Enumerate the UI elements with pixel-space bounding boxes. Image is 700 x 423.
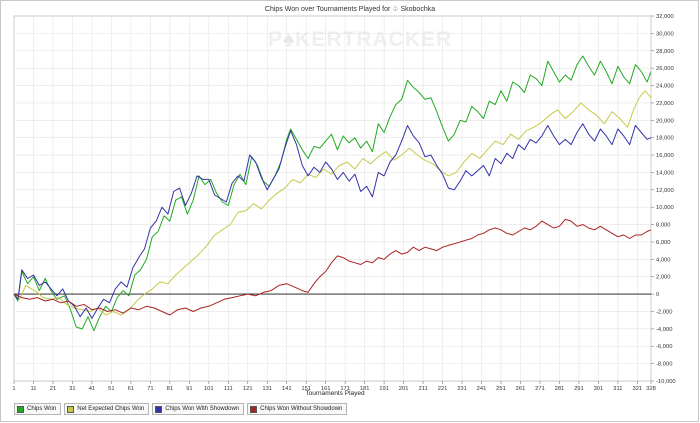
x-tick-label: 11: [30, 386, 36, 392]
x-tick-label: 241: [477, 386, 487, 392]
y-tick-label: 28,000: [656, 49, 674, 55]
x-axis-title: Tournaments Played: [305, 390, 365, 397]
legend-item: Chips Won: [14, 403, 62, 415]
grid-layer: [13, 15, 652, 382]
x-tick-label: 321: [633, 386, 643, 392]
x-tick-label: 91: [186, 386, 192, 392]
x-tick-label: 121: [243, 386, 253, 392]
y-tick-label: 22,000: [656, 101, 674, 107]
legend-label: Chips Won With Showdown: [165, 406, 240, 412]
y-tick-label: -4,000: [656, 327, 672, 333]
x-tick-label: 251: [496, 386, 506, 392]
legend-item: Chips Won With Showdown: [152, 403, 245, 415]
y-tick-label: 32,000: [656, 14, 674, 20]
series-line-net-expected-chips-won: [13, 90, 652, 316]
series-line-chips-won-without-showdown: [13, 218, 652, 316]
legend-label: Chips Won: [27, 406, 57, 412]
x-tick-label: 181: [360, 386, 370, 392]
x-tick-label: 71: [147, 386, 153, 392]
y-tick-label: 14,000: [656, 170, 674, 176]
y-tick-label: 20,000: [656, 118, 674, 124]
chart-title: Chips Won over Tournaments Played for ♤ …: [264, 6, 436, 13]
y-tick-label: 12,000: [656, 188, 674, 194]
plot-area: [13, 15, 652, 382]
y-tick-label: 24,000: [656, 84, 674, 90]
x-tick-label: 271: [535, 386, 545, 392]
x-tick-label: 111: [224, 386, 233, 392]
legend-swatch: [250, 405, 258, 413]
x-tick-label: 151: [301, 386, 311, 392]
x-tick-label: 51: [108, 386, 114, 392]
y-tick-label: -6,000: [656, 344, 672, 350]
y-tick-label: 30,000: [656, 31, 674, 37]
y-tick-label: 8,000: [656, 223, 671, 229]
series-line-chips-won: [13, 55, 652, 332]
x-tick-label: 101: [204, 386, 214, 392]
x-tick-label: 221: [438, 386, 448, 392]
x-tick-label: 281: [555, 386, 565, 392]
x-tick-label: 1: [12, 386, 15, 392]
legend-swatch: [67, 405, 75, 413]
x-tick-label: 21: [50, 386, 56, 392]
legend-label: Chips Won Without Showdown: [260, 406, 343, 412]
x-tick-label: 171: [340, 386, 350, 392]
y-tick-label: 16,000: [656, 153, 674, 159]
x-tick-label: 141: [282, 386, 292, 392]
legend-label: Net Expected Chips Won: [77, 406, 145, 412]
x-tick-label: 201: [399, 386, 409, 392]
series-line-chips-won-with-showdown: [13, 123, 652, 319]
axis-layer: -10,000 -8,000 -6,000 -4,000 -2,000 0 2,000 4,0…: [12, 14, 675, 392]
y-tick-label: 0: [656, 292, 659, 298]
x-tick-label: 291: [574, 386, 584, 392]
x-tick-label: 261: [516, 386, 526, 392]
x-tick-label: 81: [167, 386, 173, 392]
x-tick-label: 328: [646, 386, 656, 392]
y-tick-label: 26,000: [656, 66, 674, 72]
x-tick-label: 311: [613, 386, 622, 392]
legend-swatch: [155, 405, 163, 413]
x-tick-label: 191: [379, 386, 389, 392]
y-tick-label: -8,000: [656, 362, 672, 368]
y-tick-label: 4,000: [656, 257, 671, 263]
pokertracker-watermark: P♠KERTRACKER: [268, 28, 453, 51]
series-layer: [13, 55, 652, 332]
x-tick-label: 61: [128, 386, 134, 392]
legend-item: Chips Won Without Showdown: [247, 403, 348, 415]
x-tick-label: 231: [457, 386, 467, 392]
x-tick-label: 211: [418, 386, 427, 392]
x-tick-label: 131: [262, 386, 272, 392]
x-tick-label: 41: [89, 386, 95, 392]
x-tick-label: 161: [321, 386, 331, 392]
y-tick-label: 2,000: [656, 275, 671, 281]
legend-item: Net Expected Chips Won: [64, 403, 150, 415]
legend: Chips Won Net Expected Chips Won Chips Won…: [14, 403, 350, 415]
y-tick-label: 18,000: [656, 136, 674, 142]
y-tick-label: -10,000: [656, 379, 676, 385]
legend-swatch: [17, 405, 24, 413]
y-tick-label: -2,000: [656, 309, 672, 315]
y-tick-label: 6,000: [656, 240, 671, 246]
y-tick-label: 10,000: [656, 205, 674, 211]
x-tick-label: 301: [594, 386, 604, 392]
x-tick-label: 31: [69, 386, 75, 392]
